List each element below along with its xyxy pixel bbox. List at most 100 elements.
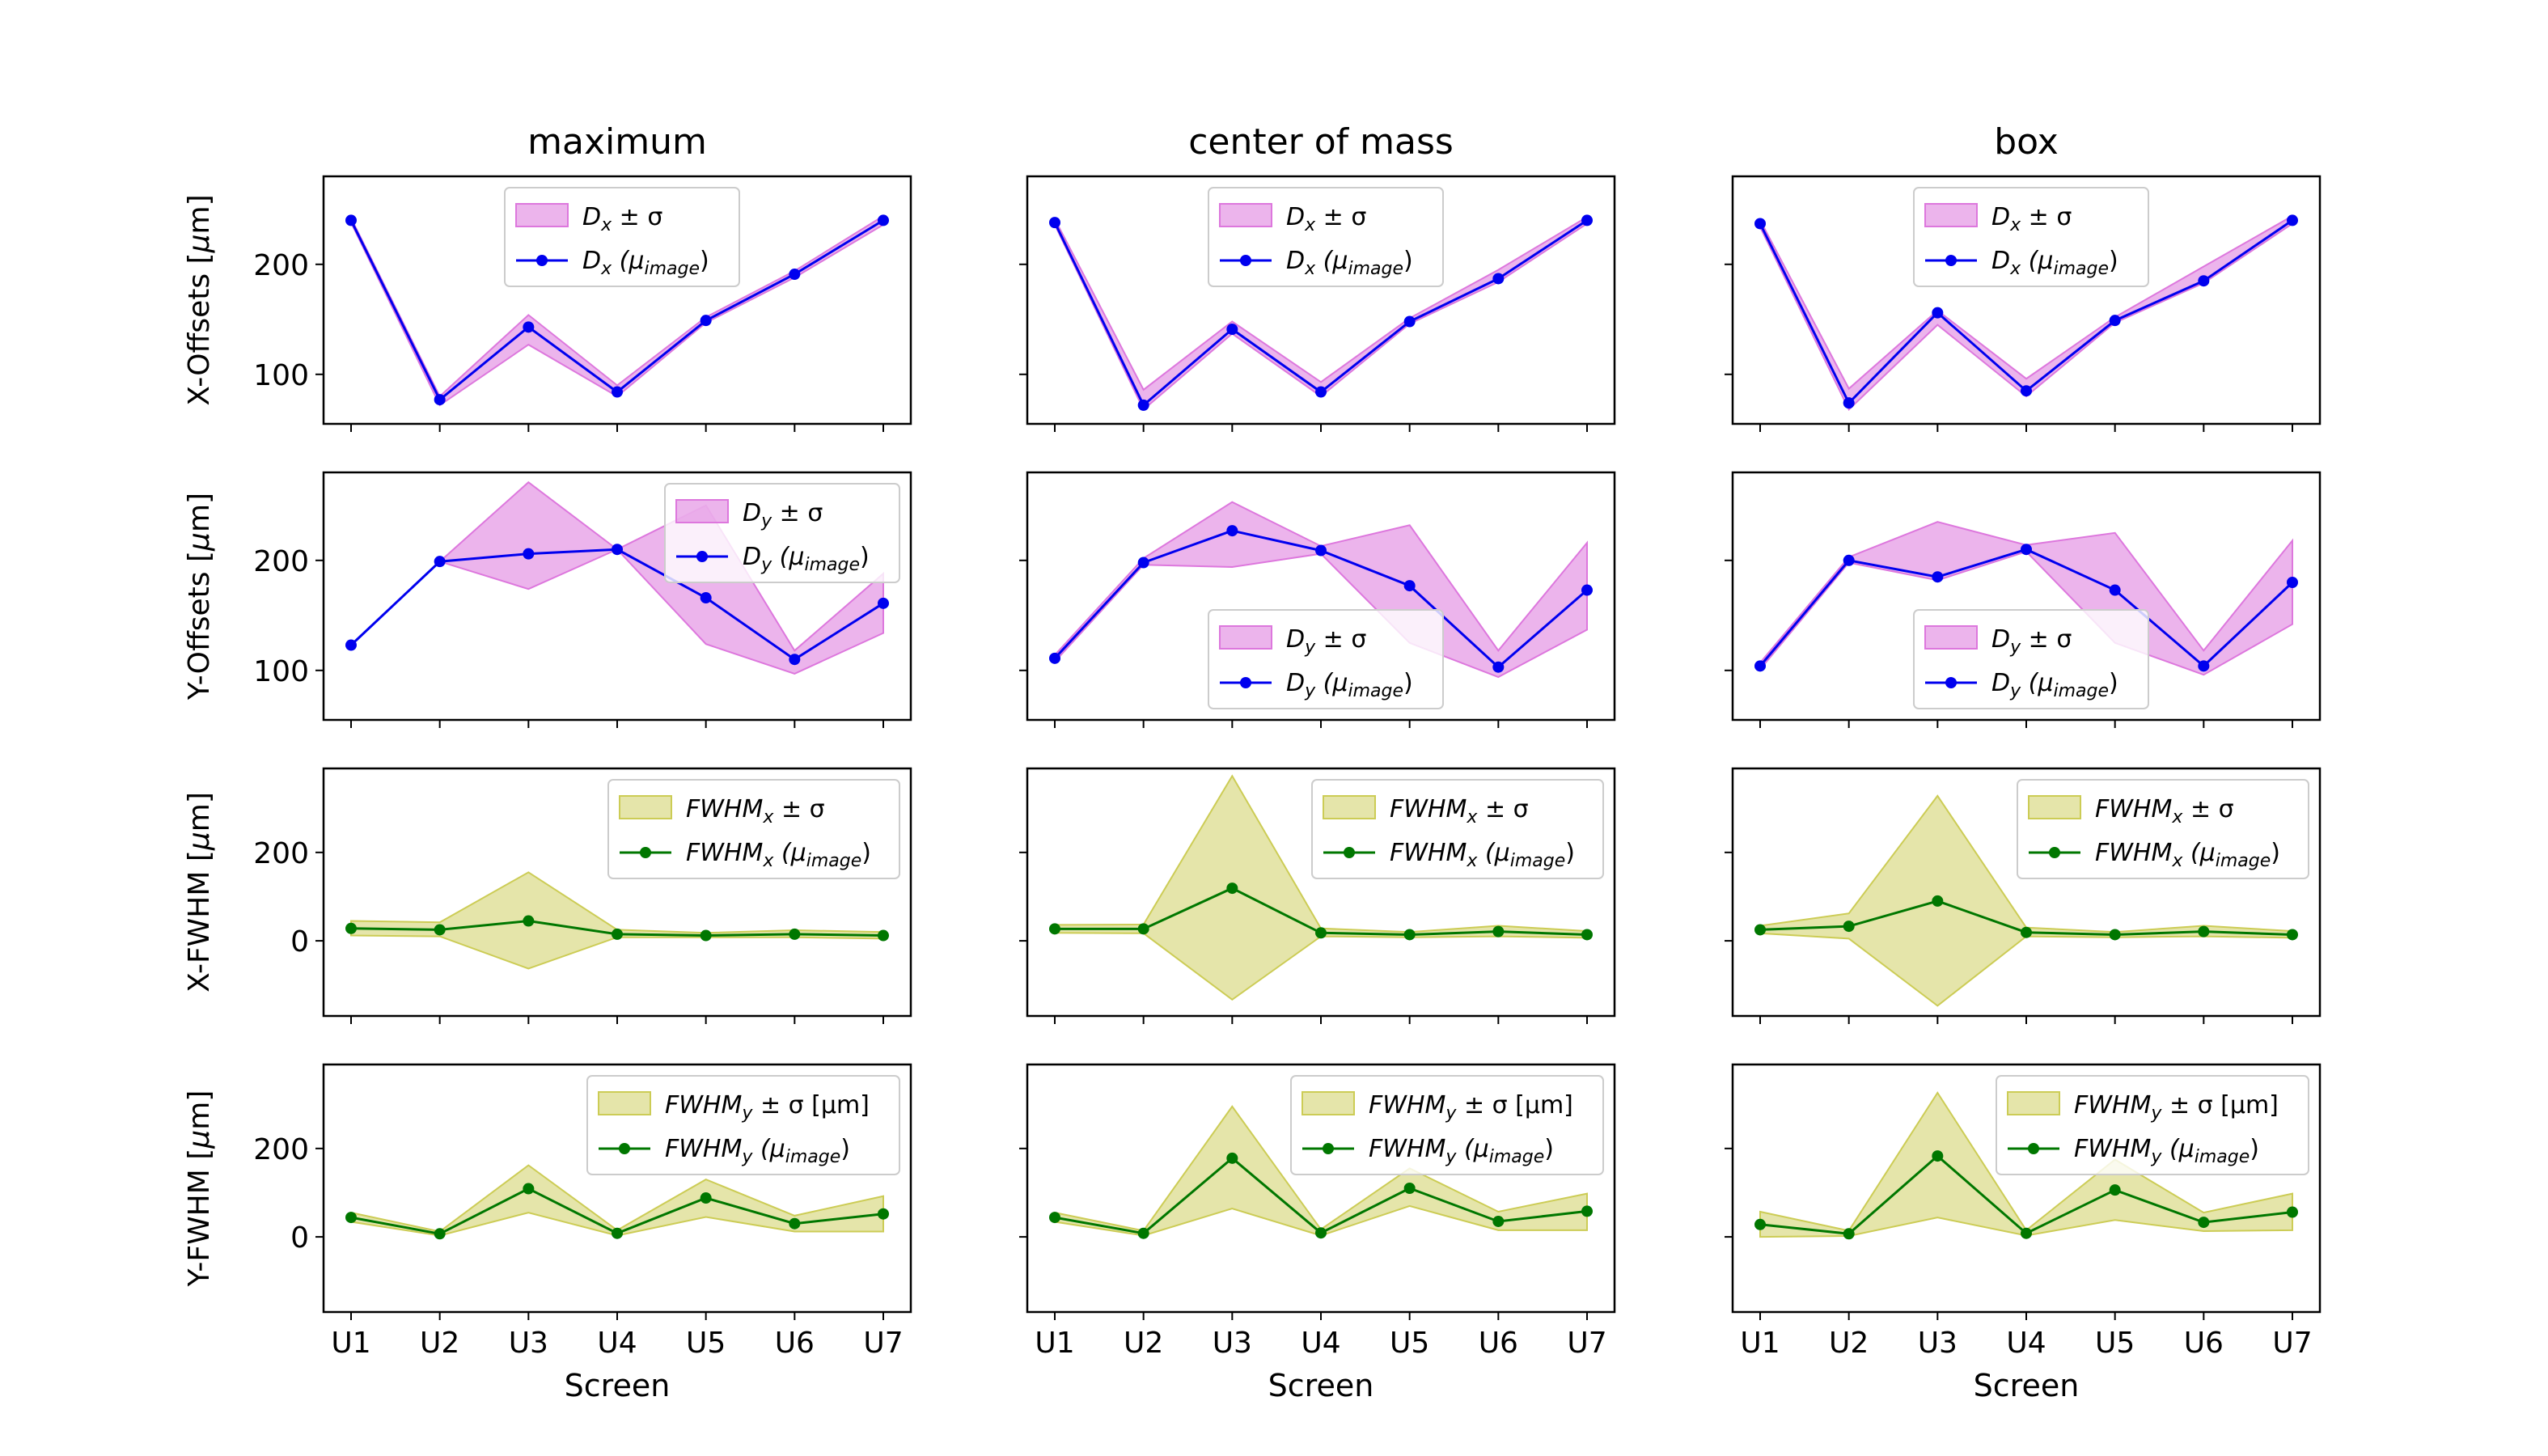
x-tick-label: U1 [331, 1327, 370, 1360]
data-point [2198, 275, 2210, 287]
legend-marker [1945, 255, 1957, 266]
legend-band-label: FWHMy ± σ [μm] [2074, 1091, 2279, 1124]
data-point [1843, 554, 1855, 566]
plot-area [345, 480, 889, 675]
data-point [1137, 399, 1149, 411]
legend-marker [2049, 847, 2060, 858]
subplot: FWHMx ± σ FWHMx (μimage) [1019, 767, 1616, 1024]
legend: Dx ± σ Dx (μimage) [1913, 187, 2149, 287]
subplot: Dy ± σ Dy (μimage) [1725, 471, 2322, 728]
legend: Dx ± σ Dx (μimage) [504, 187, 740, 287]
data-point [2109, 1184, 2121, 1196]
data-point [1403, 580, 1416, 592]
data-point [2021, 926, 2032, 938]
x-tick-label: U5 [686, 1327, 726, 1360]
legend-box [607, 779, 900, 879]
data-point [1492, 661, 1505, 673]
data-point [1403, 929, 1416, 941]
data-point [1049, 1212, 1060, 1224]
data-point [434, 394, 446, 406]
sigma-band [350, 1164, 884, 1237]
data-point [1754, 1218, 1766, 1230]
data-point [612, 928, 623, 940]
legend: FWHMy ± σ [μm] FWHMy (μimage) [586, 1075, 900, 1175]
x-tick-label: U7 [863, 1327, 903, 1360]
legend: Dy ± σ Dy (μimage) [664, 483, 900, 583]
data-point [1492, 273, 1505, 285]
legend-band-swatch [1302, 1091, 1355, 1115]
data-point [1226, 525, 1238, 537]
x-tick-label: U7 [2272, 1327, 2312, 1360]
plot-area [1754, 794, 2298, 1007]
data-point [434, 556, 446, 568]
data-point [1843, 921, 1855, 933]
x-tick-label: U4 [2006, 1327, 2046, 1360]
subplot: 0 200 U1 U2 U3 U4 U5 U6 U7 Y-FWHM [μm] Screen FWHMy… [183, 1063, 912, 1403]
data-point [612, 386, 623, 398]
legend-band-swatch [2028, 795, 2081, 819]
plot-area [1049, 1105, 1593, 1239]
legend-line-label: FWHMx (μimage) [1390, 839, 1575, 871]
data-point [1137, 1227, 1149, 1239]
sigma-band [1759, 1091, 2293, 1238]
legend: Dx ± σ Dx (μimage) [1208, 187, 1444, 287]
data-point [2287, 1206, 2298, 1218]
data-point [878, 929, 889, 942]
subplot: 100 200 Y-Offsets [μm] Dy ± σ Dy (μimage) [183, 471, 912, 728]
legend-band-swatch [619, 795, 672, 819]
data-point [2021, 544, 2032, 556]
data-point [1754, 218, 1766, 230]
data-point [523, 915, 535, 927]
legend-band-swatch [1924, 203, 1978, 227]
plot-area [345, 214, 889, 407]
y-axis-label: Y-Offsets [μm] [183, 493, 216, 700]
data-point [1492, 1215, 1505, 1227]
y-axis-label: X-Offsets [μm] [183, 194, 216, 405]
x-tick-label: U5 [2095, 1327, 2135, 1360]
legend-band-label: FWHMx ± σ [1390, 795, 1529, 827]
subplot: Dy ± σ Dy (μimage) [1019, 471, 1616, 728]
legend-band-swatch [675, 499, 729, 523]
data-point [345, 214, 357, 226]
column-title: maximum [527, 121, 707, 163]
legend-marker [1344, 847, 1355, 858]
data-point [1226, 1152, 1238, 1164]
x-axis-label: Screen [1268, 1368, 1374, 1403]
x-tick-label: U7 [1567, 1327, 1606, 1360]
x-tick-label: U1 [1740, 1327, 1780, 1360]
data-point [1843, 397, 1855, 409]
data-point [1226, 882, 1238, 895]
sigma-band [350, 871, 884, 970]
legend-line-label: Dx (μimage) [582, 247, 709, 279]
legend-box [1290, 1075, 1604, 1175]
subplot: FWHMx ± σ FWHMx (μimage) [1725, 767, 2322, 1024]
data-point [878, 597, 889, 609]
plot-area [1754, 521, 2298, 676]
data-point [2198, 1217, 2210, 1229]
data-point [1049, 923, 1060, 935]
data-point [523, 1183, 535, 1195]
legend-line-label: FWHMy (μimage) [1369, 1135, 1554, 1167]
plot-area [345, 1164, 889, 1240]
legend-band-label: Dx ± σ [1991, 203, 2072, 235]
x-tick-label: U4 [1301, 1327, 1340, 1360]
plot-area [345, 871, 889, 970]
legend: FWHMy ± σ [μm] FWHMy (μimage) [1996, 1075, 2309, 1175]
x-tick-label: U1 [1035, 1327, 1074, 1360]
data-point [1754, 660, 1766, 672]
x-axis-label: Screen [1974, 1368, 2080, 1403]
legend-band-swatch [2007, 1091, 2060, 1115]
x-tick-label: U6 [2184, 1327, 2224, 1360]
data-point [1843, 1228, 1855, 1240]
data-point [878, 1208, 889, 1220]
legend-band-label: FWHMy ± σ [μm] [1369, 1091, 1573, 1124]
y-axis-label: X-FWHM [μm] [183, 792, 216, 993]
data-point [1581, 929, 1593, 941]
data-point [1315, 386, 1327, 398]
legend-band-swatch [1924, 625, 1978, 650]
legend: FWHMy ± σ [μm] FWHMy (μimage) [1290, 1075, 1604, 1175]
sigma-band [1054, 1105, 1588, 1237]
